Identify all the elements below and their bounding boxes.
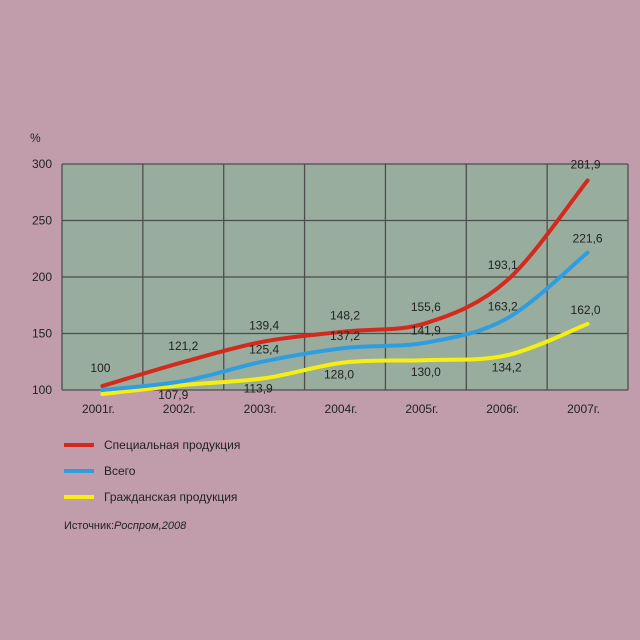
line-chart: % 100 150 200 250 300 2001г. 2002г. 2003г. 2004г.… (30, 131, 629, 416)
legend-item-civil: Гражданская продукция (64, 484, 240, 510)
data-label: 193,1 (488, 258, 518, 272)
y-tick-label: 250 (32, 214, 52, 228)
data-label: 281,9 (571, 157, 601, 171)
y-axis-label: % (30, 131, 41, 145)
legend-swatch-total (64, 469, 94, 473)
data-label: 221,6 (573, 232, 603, 246)
data-label: 128,0 (324, 367, 354, 381)
x-tick-label: 2005г. (405, 402, 438, 416)
series-line-1 (100, 250, 590, 392)
legend-swatch-civil (64, 495, 94, 499)
data-label: 155,6 (411, 300, 441, 314)
legend-label-total: Всего (104, 464, 136, 478)
chart-legend: Специальная продукция Всего Гражданская … (64, 432, 240, 510)
y-tick-label: 150 (32, 327, 52, 341)
data-label: 141,9 (411, 324, 441, 338)
legend-swatch-special (64, 443, 94, 447)
data-label: 163,2 (488, 300, 518, 314)
data-label: 134,2 (492, 360, 522, 374)
data-label: 148,2 (330, 309, 360, 323)
data-label: 113,9 (244, 381, 273, 395)
legend-item-total: Всего (64, 458, 240, 484)
data-label: 162,0 (571, 303, 601, 317)
series-line-2 (100, 321, 590, 396)
series-line-0 (100, 178, 590, 388)
y-tick-label: 200 (32, 270, 52, 284)
legend-label-special: Специальная продукция (104, 438, 241, 452)
x-tick-label: 2002г. (163, 402, 196, 416)
legend-item-special: Специальная продукция (64, 432, 240, 458)
y-tick-label: 100 (32, 383, 52, 397)
source-label: Источник: (64, 520, 115, 532)
x-tick-label: 2001г. (82, 402, 115, 416)
source-note: Источник:Роспром,2008 (64, 520, 186, 532)
data-label: 121,2 (168, 339, 198, 353)
data-label: 100 (90, 361, 110, 375)
data-label: 139,4 (249, 318, 279, 332)
data-label: 107,9 (158, 388, 188, 402)
x-tick-label: 2006г. (486, 402, 519, 416)
data-label: 137,2 (330, 329, 360, 343)
legend-label-civil: Гражданская продукция (104, 490, 238, 504)
data-label: 125,4 (249, 342, 279, 356)
source-value: Роспром,2008 (114, 520, 187, 532)
y-tick-label: 300 (32, 157, 52, 171)
x-tick-label: 2004г. (325, 402, 358, 416)
data-label: 130,0 (411, 365, 441, 379)
x-tick-label: 2003г. (244, 402, 277, 416)
x-tick-label: 2007г. (567, 402, 600, 416)
